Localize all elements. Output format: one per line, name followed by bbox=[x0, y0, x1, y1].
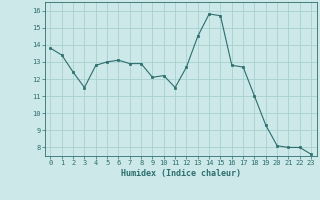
X-axis label: Humidex (Indice chaleur): Humidex (Indice chaleur) bbox=[121, 169, 241, 178]
